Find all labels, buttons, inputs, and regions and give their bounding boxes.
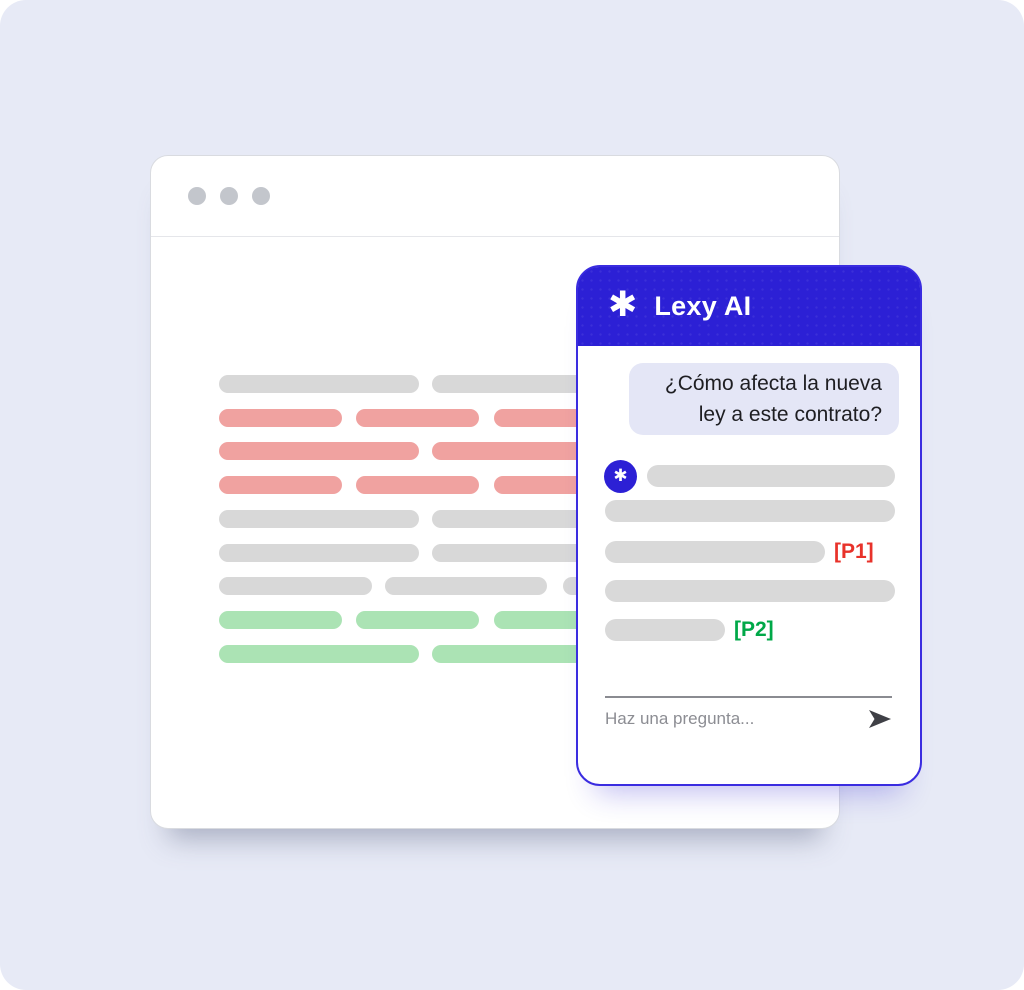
response-skeleton-line [605,580,895,602]
user-message-bubble: ¿Cómo afecta la nueva ley a este contrat… [629,363,899,435]
asterisk-icon: ✱ [613,466,628,486]
response-skeleton-line [605,541,825,563]
question-input[interactable] [605,709,825,729]
response-skeleton-line [647,465,895,487]
chat-header: ✱ Lexy AI [578,267,920,346]
response-skeleton-line [605,619,725,641]
input-divider [605,696,892,698]
response-skeleton-line [605,500,895,522]
window-control-dot[interactable] [252,187,270,205]
citation-p1[interactable]: [P1] [834,540,874,563]
chat-panel: ✱ Lexy AI ¿Cómo afecta la nueva ley a es… [576,265,922,786]
asterisk-icon: ✱ [608,284,638,325]
window-control-dot[interactable] [220,187,238,205]
browser-topbar [151,156,839,237]
citation-p2[interactable]: [P2] [734,618,774,641]
assistant-avatar: ✱ [604,460,637,493]
window-control-dot[interactable] [188,187,206,205]
send-arrow-icon [869,710,891,728]
response-area: [P1] [P2] [578,267,920,784]
chat-input-row [605,704,892,734]
send-button[interactable] [868,708,892,730]
chat-title: Lexy AI [654,291,752,321]
